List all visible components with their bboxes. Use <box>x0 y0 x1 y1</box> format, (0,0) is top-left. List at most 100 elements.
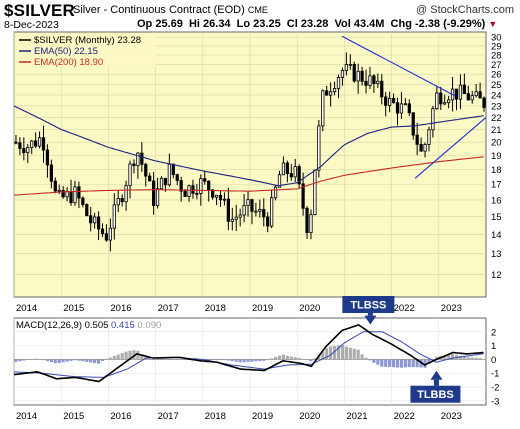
candle-body <box>336 77 341 89</box>
candle <box>93 212 97 229</box>
histogram-bar <box>474 357 478 360</box>
macd-legend: MACD(12,26,9) 0.505 0.415 0.090 <box>16 320 161 331</box>
candle <box>96 211 101 241</box>
histogram-bar <box>356 349 360 360</box>
candle <box>403 98 407 106</box>
candle <box>132 159 136 174</box>
candle-body <box>37 137 42 147</box>
candle-body <box>163 177 168 186</box>
price-x-tick: 2020 <box>299 303 320 314</box>
histogram-bar <box>120 353 124 360</box>
candle <box>34 132 38 149</box>
candle-body <box>277 174 282 188</box>
candle <box>364 69 368 94</box>
candle-body <box>53 180 57 192</box>
candle <box>399 92 404 119</box>
candle-body <box>344 64 348 71</box>
candle <box>435 86 439 110</box>
candle-body <box>419 143 423 152</box>
candle-body <box>49 164 53 182</box>
candle <box>77 181 81 209</box>
histogram-bar <box>364 357 368 360</box>
candle <box>297 164 301 189</box>
candle <box>266 212 270 233</box>
histogram-bar <box>360 354 364 360</box>
candle-body <box>14 141 18 144</box>
price-x-tick: 2016 <box>110 303 131 314</box>
histogram-bar <box>108 357 112 360</box>
candle <box>336 74 341 99</box>
price-y-tick: 23 <box>491 101 502 112</box>
candle-body <box>108 227 112 241</box>
date-label: 8-Dec-2023 <box>4 19 59 31</box>
candle-body <box>144 163 148 177</box>
price-y-tick: 12 <box>491 270 502 281</box>
histogram-bar <box>435 356 439 360</box>
histogram-bar <box>458 355 463 360</box>
candle-body <box>214 194 219 198</box>
candle <box>195 183 199 200</box>
macd-x-tick: 2018 <box>205 411 226 422</box>
candle-body <box>325 90 329 96</box>
candle-body <box>179 180 183 192</box>
callout-arrow <box>430 370 443 380</box>
price-y-tick: 24 <box>491 90 502 101</box>
price-x-tick: 2022 <box>394 303 415 314</box>
candle-body <box>478 91 482 99</box>
histogram-bar <box>470 357 474 360</box>
candle-body <box>183 190 187 197</box>
histogram-bar <box>93 359 97 364</box>
candle <box>431 105 435 138</box>
callout-text: TLBBS <box>417 389 454 401</box>
candle <box>305 206 309 239</box>
candle <box>128 160 132 199</box>
candle <box>340 67 345 86</box>
candle <box>254 202 258 217</box>
candle <box>427 126 431 152</box>
histogram-bar <box>399 359 404 368</box>
candle-body <box>230 218 234 222</box>
copyright-label: @ StockCharts.com <box>416 4 514 16</box>
candle <box>277 170 282 188</box>
candle <box>423 142 427 158</box>
histogram-bar <box>289 356 293 360</box>
macd-y-tick: 0 <box>491 355 496 366</box>
candle-body <box>89 215 93 224</box>
candle <box>159 176 164 190</box>
histogram-bar <box>152 359 156 361</box>
histogram-bar <box>332 345 337 360</box>
histogram-bar <box>100 359 105 362</box>
histogram-bar <box>218 359 223 361</box>
candle-body <box>254 210 258 213</box>
candle <box>152 171 156 215</box>
candle-body <box>171 163 175 176</box>
candle-body <box>407 103 411 114</box>
candle-body <box>281 162 286 176</box>
candle <box>376 73 380 88</box>
candle-body <box>226 198 230 222</box>
candle <box>37 131 42 149</box>
candle <box>270 189 274 229</box>
candle-body <box>73 186 77 204</box>
candle-body <box>384 96 388 106</box>
macd-x-tick: 2022 <box>394 411 415 422</box>
candle-body <box>148 175 152 182</box>
legend-bg <box>16 33 156 66</box>
candle <box>309 209 313 240</box>
candle-body <box>159 177 164 190</box>
candle-body <box>399 103 404 114</box>
candle <box>41 125 46 163</box>
candle <box>372 74 376 93</box>
candle <box>246 191 250 217</box>
histogram-bar <box>112 356 116 360</box>
price-y-tick: 21 <box>491 125 502 136</box>
candle-body <box>431 108 435 131</box>
candle-body <box>380 80 384 98</box>
macd-x-tick: 2016 <box>110 411 131 422</box>
histogram-bar <box>254 359 258 362</box>
candle-body <box>77 186 81 199</box>
upper-trendline <box>341 35 456 97</box>
histogram-bar <box>427 359 431 364</box>
histogram-bar <box>443 355 447 360</box>
candle <box>352 61 356 83</box>
